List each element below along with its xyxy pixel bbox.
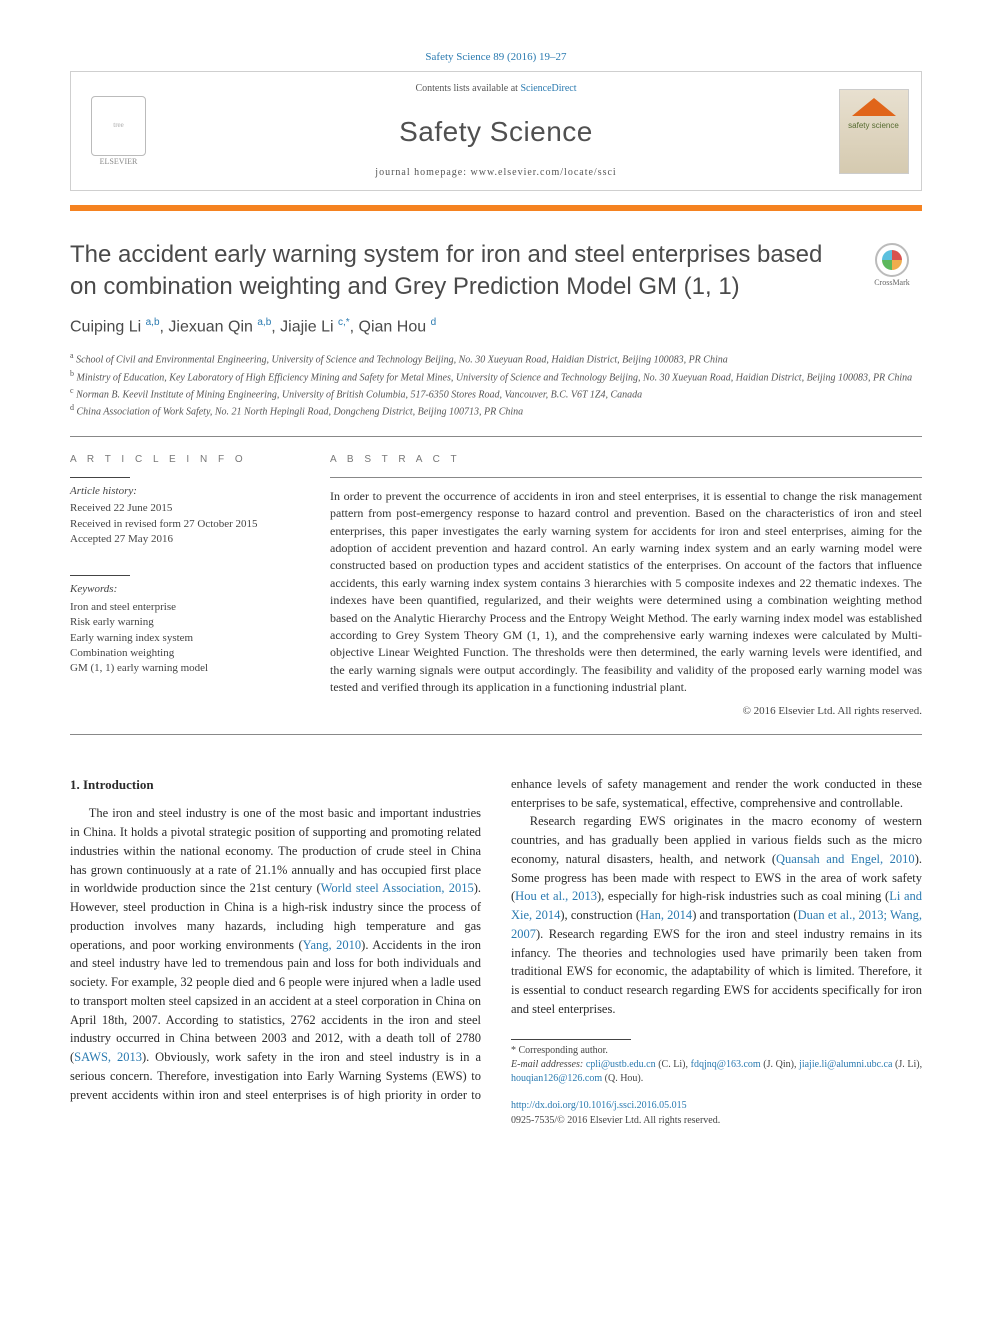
body-text: ), construction ( (560, 908, 640, 922)
affiliation-line: b Ministry of Education, Key Laboratory … (70, 368, 922, 385)
keywords-block: Keywords: Iron and steel enterpriseRisk … (70, 582, 290, 676)
crossmark-icon (875, 243, 909, 277)
body-paragraph: Research regarding EWS originates in the… (511, 812, 922, 1018)
author-name: Cuiping Li (70, 318, 141, 335)
keyword-item: Risk early warning (70, 615, 290, 630)
article-title: The accident early warning system for ir… (70, 239, 842, 301)
info-row: A R T I C L E I N F O Article history: R… (70, 437, 922, 720)
footnote-block: * Corresponding author. E-mail addresses… (511, 1039, 922, 1128)
email-who: (C. Li) (658, 1059, 685, 1070)
contents-prefix: Contents lists available at (415, 83, 520, 94)
page-root: Safety Science 89 (2016) 19–27 tree ELSE… (0, 0, 992, 1168)
footnotes: * Corresponding author. E-mail addresses… (511, 1044, 922, 1086)
cover-thumb-slot: safety science (826, 72, 921, 190)
email-link[interactable]: cpli@ustb.edu.cn (586, 1059, 656, 1070)
elsevier-logo: tree ELSEVIER (81, 89, 156, 174)
abstract-rule (330, 477, 922, 478)
header-center: Contents lists available at ScienceDirec… (166, 72, 826, 190)
citation-ref[interactable]: Quansah and Engel, 2010 (776, 852, 915, 866)
article-info-heading: A R T I C L E I N F O (70, 453, 290, 467)
email-who: (J. Li) (895, 1059, 920, 1070)
citation-ref[interactable]: World steel Association, 2015 (321, 881, 474, 895)
email-link[interactable]: fdqjnq@163.com (691, 1059, 761, 1070)
homepage-prefix: journal homepage: (375, 167, 470, 178)
info-rule-bottom (70, 734, 922, 735)
keywords-heading: Keywords: (70, 582, 290, 597)
author-name: Qian Hou (359, 318, 427, 335)
affiliation-line: a School of Civil and Environmental Engi… (70, 350, 922, 367)
history-rule (70, 477, 130, 478)
history-line: Accepted 27 May 2016 (70, 532, 290, 547)
keyword-item: GM (1, 1) early warning model (70, 661, 290, 676)
history-heading: Article history: (70, 484, 290, 499)
corresponding-note: * Corresponding author. (511, 1044, 922, 1058)
email-who: (J. Qin) (763, 1059, 794, 1070)
email-link[interactable]: jiajie.li@alumni.ubc.ca (799, 1059, 892, 1070)
citation-line: Safety Science 89 (2016) 19–27 (70, 50, 922, 65)
contents-line: Contents lists available at ScienceDirec… (415, 82, 576, 96)
cover-triangle-icon (852, 98, 896, 116)
section-number: 1. (70, 777, 80, 792)
header-rule (70, 205, 922, 211)
author-affil-sup: c,* (338, 317, 350, 328)
journal-name: Safety Science (399, 112, 593, 151)
keyword-item: Combination weighting (70, 646, 290, 661)
affiliation-line: c Norman B. Keevil Institute of Mining E… (70, 385, 922, 402)
body-columns: 1. Introduction The iron and steel indus… (70, 775, 922, 1128)
email-label: E-mail addresses: (511, 1059, 583, 1070)
abstract-copyright: © 2016 Elsevier Ltd. All rights reserved… (330, 704, 922, 719)
author-name: Jiexuan Qin (168, 318, 253, 335)
abstract-text: In order to prevent the occurrence of ac… (330, 488, 922, 697)
history-line: Received in revised form 27 October 2015 (70, 517, 290, 532)
abstract-heading: A B S T R A C T (330, 453, 922, 467)
authors-line: Cuiping Li a,b, Jiexuan Qin a,b, Jiajie … (70, 316, 922, 339)
cover-label: safety science (848, 120, 899, 131)
article-info-column: A R T I C L E I N F O Article history: R… (70, 437, 290, 720)
footnote-rule (511, 1039, 631, 1040)
doi-block: http://dx.doi.org/10.1016/j.ssci.2016.05… (511, 1098, 922, 1128)
body-text: ), especially for high-risk industries s… (597, 889, 889, 903)
crossmark-label: CrossMark (874, 277, 910, 288)
journal-header: tree ELSEVIER Contents lists available a… (70, 71, 922, 191)
keyword-item: Iron and steel enterprise (70, 600, 290, 615)
section-heading: 1. Introduction (70, 775, 481, 795)
homepage-url[interactable]: www.elsevier.com/locate/ssci (471, 167, 617, 178)
publisher-logo-slot: tree ELSEVIER (71, 72, 166, 190)
abstract-column: A B S T R A C T In order to prevent the … (330, 437, 922, 720)
citation-link[interactable]: Safety Science 89 (2016) 19–27 (425, 51, 566, 63)
doi-link[interactable]: http://dx.doi.org/10.1016/j.ssci.2016.05… (511, 1100, 687, 1111)
body-text: ). Research regarding EWS for the iron a… (511, 927, 922, 1016)
author-affil-sup: d (431, 317, 437, 328)
history-line: Received 22 June 2015 (70, 501, 290, 516)
history-block: Article history: Received 22 June 2015Re… (70, 484, 290, 548)
body-text: ) and transportation ( (692, 908, 797, 922)
email-link[interactable]: houqian126@126.com (511, 1073, 602, 1084)
email-line: E-mail addresses: cpli@ustb.edu.cn (C. L… (511, 1058, 922, 1086)
title-row: The accident early warning system for ir… (70, 239, 922, 315)
affiliation-line: d China Association of Work Safety, No. … (70, 402, 922, 419)
citation-ref[interactable]: Yang, 2010 (303, 938, 361, 952)
homepage-line: journal homepage: www.elsevier.com/locat… (375, 166, 616, 180)
author-affil-sup: a,b (146, 317, 160, 328)
author-name: Jiajie Li (280, 318, 333, 335)
issn-line: 0925-7535/© 2016 Elsevier Ltd. All right… (511, 1113, 922, 1128)
author-affil-sup: a,b (257, 317, 271, 328)
elsevier-tree-icon: tree (91, 96, 146, 156)
crossmark-badge[interactable]: CrossMark (862, 243, 922, 288)
citation-ref[interactable]: Han, 2014 (640, 908, 692, 922)
keyword-item: Early warning index system (70, 631, 290, 646)
citation-ref[interactable]: SAWS, 2013 (74, 1050, 142, 1064)
publisher-name: ELSEVIER (100, 156, 138, 167)
citation-ref[interactable]: Hou et al., 2013 (515, 889, 597, 903)
affiliations-block: a School of Civil and Environmental Engi… (70, 350, 922, 419)
section-title: Introduction (83, 777, 154, 792)
journal-cover-thumb: safety science (839, 89, 909, 174)
sciencedirect-link[interactable]: ScienceDirect (520, 83, 576, 94)
email-who: (Q. Hou) (605, 1073, 641, 1084)
keywords-rule (70, 575, 130, 576)
